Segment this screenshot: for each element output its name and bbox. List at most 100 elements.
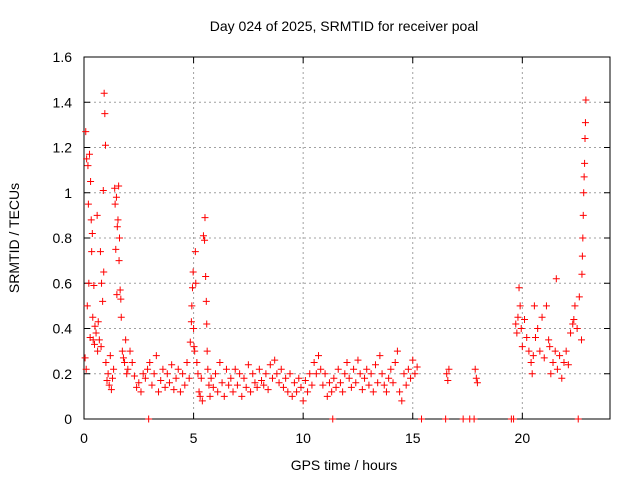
data-point <box>570 315 578 323</box>
data-point <box>193 358 201 366</box>
data-point <box>201 236 209 244</box>
data-point <box>279 383 287 391</box>
data-point <box>389 379 397 387</box>
data-point <box>229 388 237 396</box>
data-point <box>90 282 98 290</box>
data-point <box>549 358 557 366</box>
data-point <box>174 365 182 373</box>
data-point <box>581 134 589 142</box>
data-point <box>113 291 121 299</box>
data-point <box>262 370 270 378</box>
data-point <box>367 370 375 378</box>
data-point <box>82 365 90 373</box>
data-point <box>443 370 451 378</box>
data-point <box>304 388 312 396</box>
data-point <box>192 279 200 287</box>
data-point <box>82 128 90 136</box>
data-point <box>253 383 261 391</box>
data-point <box>560 358 568 366</box>
x-tick-label: 20 <box>515 430 531 446</box>
data-point <box>144 365 152 373</box>
data-point <box>198 397 206 405</box>
data-point <box>266 361 274 369</box>
data-point <box>207 374 215 382</box>
y-tick-label: 1 <box>64 185 72 201</box>
data-point <box>186 338 194 346</box>
data-point <box>512 320 520 328</box>
data-point <box>197 374 205 382</box>
data-point <box>273 370 281 378</box>
data-point <box>157 377 165 385</box>
data-point <box>444 377 452 385</box>
data-point <box>190 325 198 332</box>
data-point <box>100 89 108 97</box>
data-point <box>89 313 97 321</box>
data-point <box>87 177 95 185</box>
data-point <box>121 358 129 366</box>
data-point <box>547 370 555 378</box>
data-point <box>105 381 113 389</box>
data-point <box>538 313 546 321</box>
data-point <box>98 279 106 287</box>
chart-title: Day 024 of 2025, SRMTID for receiver poa… <box>210 18 478 34</box>
data-point <box>332 383 340 391</box>
data-point <box>206 392 214 400</box>
data-point <box>393 347 401 355</box>
data-point <box>89 336 97 344</box>
data-point <box>122 336 130 344</box>
data-point <box>124 365 132 373</box>
data-point <box>271 356 279 364</box>
data-point <box>209 383 217 391</box>
data-point <box>139 370 147 378</box>
data-point <box>126 347 134 355</box>
data-point <box>575 293 583 301</box>
data-point <box>558 374 566 382</box>
data-point <box>306 370 314 378</box>
data-point <box>88 248 96 256</box>
data-point <box>580 173 588 181</box>
y-tick-label: 0 <box>64 411 72 427</box>
data-point <box>321 370 329 378</box>
data-point <box>376 352 384 360</box>
data-point <box>286 370 294 378</box>
data-point <box>471 365 479 373</box>
data-point <box>107 386 115 394</box>
y-tick-label: 0.6 <box>53 275 73 291</box>
data-point <box>118 347 126 355</box>
data-point <box>472 374 480 382</box>
data-point <box>341 370 349 378</box>
data-point <box>330 374 338 382</box>
data-point <box>365 381 373 389</box>
data-point <box>579 234 587 242</box>
data-point <box>102 358 110 366</box>
data-point <box>470 415 478 423</box>
data-point <box>255 365 263 373</box>
data-point <box>103 377 111 385</box>
data-point <box>369 388 377 396</box>
data-point <box>188 302 196 310</box>
data-point <box>580 189 588 197</box>
data-point <box>168 361 176 369</box>
x-tick-label: 0 <box>80 430 88 446</box>
data-point <box>190 343 198 351</box>
data-point <box>513 329 521 337</box>
data-point <box>290 379 298 387</box>
data-point <box>315 352 323 360</box>
data-point <box>165 379 173 387</box>
data-point <box>83 302 91 310</box>
y-tick-label: 0.4 <box>53 321 73 337</box>
data-point <box>398 397 406 405</box>
data-point <box>128 358 136 366</box>
data-point <box>301 377 309 385</box>
data-point <box>95 336 103 344</box>
data-point <box>528 370 536 378</box>
data-point <box>135 379 143 387</box>
data-point <box>515 284 523 292</box>
data-point <box>227 374 235 382</box>
data-point <box>581 159 589 167</box>
data-point <box>195 388 203 396</box>
data-point <box>339 388 347 396</box>
data-point <box>183 358 191 366</box>
data-point <box>396 388 404 396</box>
data-point <box>418 415 426 423</box>
